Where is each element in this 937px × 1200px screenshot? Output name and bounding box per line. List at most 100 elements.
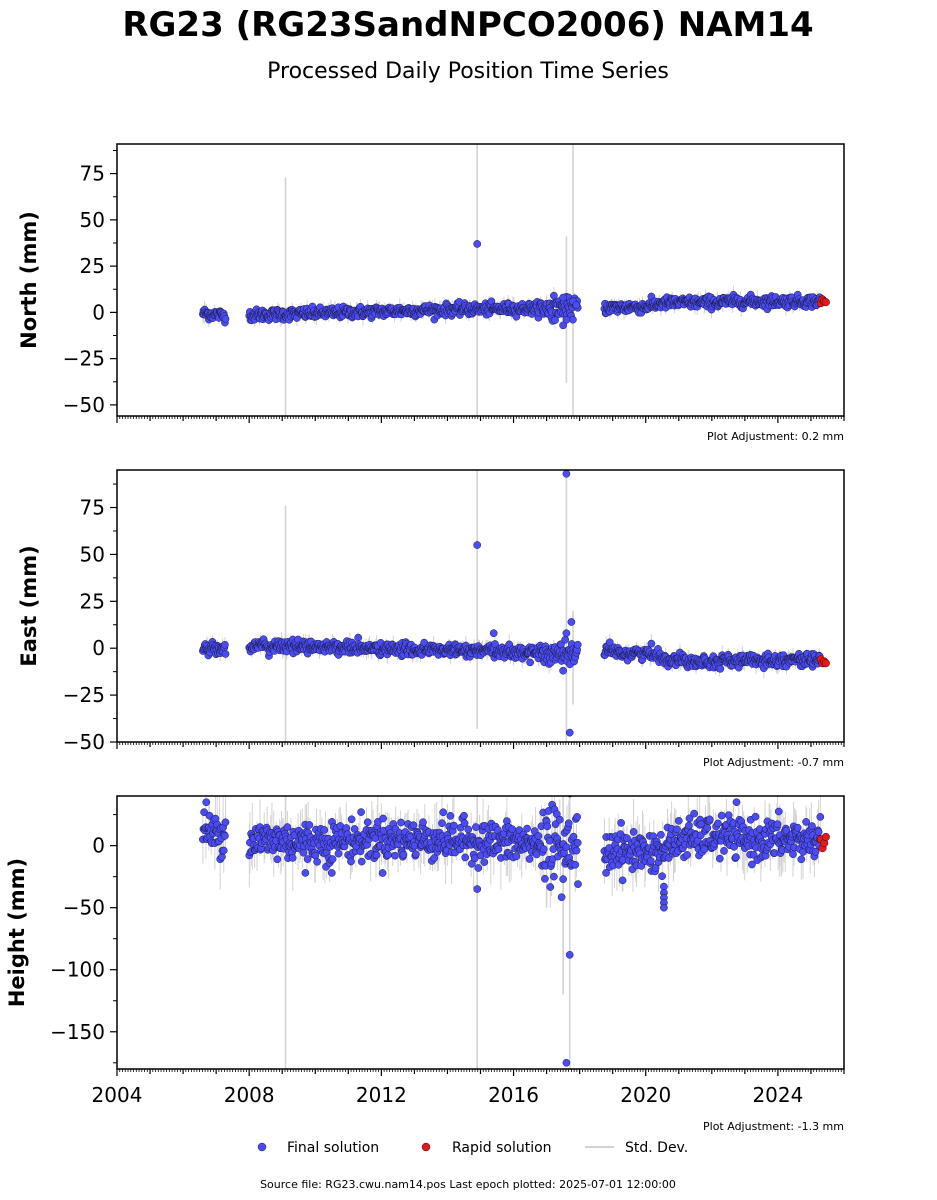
final-solution-point [715,854,724,863]
final-solution-outlier [301,869,310,877]
final-solution-point [732,798,741,807]
y-tick-label: −100 [50,958,105,982]
final-solution-point [526,658,534,667]
legend-rapid-label: Rapid solution [452,1140,552,1156]
final-solution-point [555,815,564,824]
final-solution-point [730,842,738,851]
final-solution-outlier [562,1058,571,1067]
y-tick-label: −50 [63,896,105,920]
final-solution-point [573,838,582,847]
final-solution-point [720,847,728,855]
y-tick-label: −25 [63,683,105,707]
final-solution-point [409,821,418,830]
final-solution-point [288,854,297,862]
final-solution-point [700,845,709,854]
y-tick-label: −50 [63,393,105,417]
final-solution-point [811,847,820,856]
final-solution-point [460,819,469,828]
final-solution-point [749,850,758,859]
final-solution-point [808,822,816,830]
y-tick-label: 75 [80,162,105,186]
final-solution-point [391,851,399,860]
final-solution-point [397,818,405,827]
final-solution-point [320,826,329,834]
final-solution-point [525,855,534,863]
final-solution-point [384,851,392,859]
final-solution-point [461,853,470,862]
final-solution-point [562,843,571,851]
final-solution-point [550,291,558,300]
final-solution-point [773,820,782,829]
final-solution-point [751,812,760,821]
final-solution-outlier [562,629,571,638]
final-solution-point [221,640,229,649]
y-axis-label: North (mm) [17,211,41,349]
final-solution-point [357,857,366,866]
final-solution-point [438,819,446,828]
final-solution-outlier [574,880,582,888]
y-tick-label: 25 [80,254,105,278]
final-solution-outlier [559,666,567,675]
final-solution-point [551,316,559,324]
x-tick-label: 2012 [356,1083,407,1107]
final-solution-point [221,832,229,840]
final-solution-point [328,855,337,863]
final-solution-point [716,664,725,673]
final-solution-outlier [473,541,482,549]
final-solution-point [572,846,581,855]
plot-adjustment-note: Plot Adjustment: 0.2 mm [707,430,844,443]
final-solution-outlier [602,869,610,877]
final-solution-point [523,824,531,833]
final-solution-point [646,857,655,865]
final-solution-point [561,635,570,644]
y-tick-label: 50 [80,542,105,566]
final-solution-outlier [559,293,567,302]
north-panel: −50 −25 0 25 50 75 North (mm) Plot Adjustment: … [17,143,845,443]
final-solution-point [550,872,558,881]
final-solution-point [464,825,473,834]
plot-adjustment-note: Plot Adjustment: -1.3 mm [703,1120,844,1133]
final-solution-point [299,848,308,857]
final-solution-point [569,832,578,841]
plot-area [199,796,830,1069]
plot-frame [116,143,845,417]
final-solution-point [789,850,797,859]
legend-rapid-marker [421,1142,431,1152]
y-tick-label: −25 [63,347,105,371]
final-solution-point [573,640,582,649]
final-solution-point [439,808,448,817]
final-solution-point [357,808,365,816]
final-solution-point [690,809,699,818]
final-solution-point [617,819,625,827]
final-solution-point [221,650,230,658]
final-solution-point [305,821,314,829]
final-solution-point [571,860,580,869]
final-solution-point [378,869,387,877]
final-solution-outlier [562,315,571,324]
final-solution-outlier [489,629,498,638]
y-tick-label: −50 [63,730,105,754]
final-solution-point [494,845,503,854]
plot-area [199,470,830,742]
y-tick-label: −150 [50,1020,105,1044]
final-solution-point [342,824,351,832]
final-solution-point [363,818,372,827]
final-solution-point [219,846,228,855]
y-tick-label: 75 [80,496,105,520]
final-solution-point [814,828,823,836]
rapid-solution-point [821,659,830,668]
y-tick-label: 50 [80,208,105,232]
y-tick-label: 25 [80,589,105,613]
final-solution-outlier [202,798,211,807]
plot-adjustment-note: Plot Adjustment: -0.7 mm [703,756,844,769]
final-solution-point [347,857,355,866]
final-solution-point [629,828,638,836]
final-solution-outlier [567,618,576,626]
final-solution-point [334,849,343,858]
final-solution-point [657,830,665,839]
final-solution-point [347,815,356,824]
final-solution-point [564,819,573,828]
legend: Final solution Rapid solution Std. Dev. [257,1140,688,1156]
final-solution-point [797,855,806,864]
